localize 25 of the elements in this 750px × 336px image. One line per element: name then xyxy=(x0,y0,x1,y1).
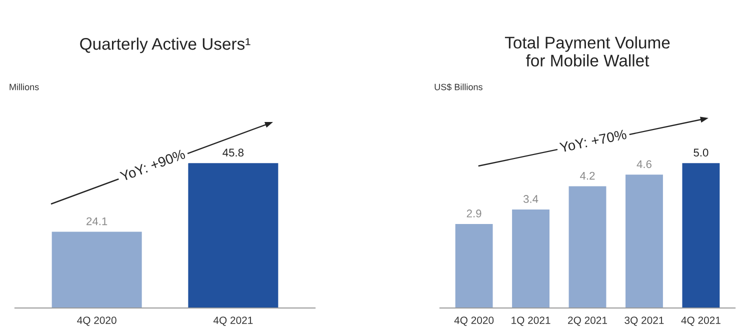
data-label: 4.2 xyxy=(580,172,595,180)
data-label: 5.0 xyxy=(694,148,708,157)
data-label: 45.8 xyxy=(222,148,244,157)
data-label: 24.1 xyxy=(86,217,108,226)
text: YoY: +70% xyxy=(559,129,627,153)
x-tick-label: 2Q 2021 xyxy=(568,316,607,326)
chart-title: Total Payment Volume for Mobile Wallet xyxy=(504,36,670,66)
data-label: 3.4 xyxy=(523,195,538,203)
x-tick-label: 4Q 2020 xyxy=(77,316,116,326)
x-tick-label: 4Q 2021 xyxy=(213,316,253,326)
data-label: 2.9 xyxy=(466,210,482,218)
data-label: 4.6 xyxy=(636,160,652,168)
bar xyxy=(455,224,493,308)
bar xyxy=(512,209,550,308)
annotation: YoY: +90% xyxy=(119,148,186,182)
y-axis-title: US$ Billions xyxy=(434,83,482,91)
x-tick-label: 4Q 2020 xyxy=(454,316,494,326)
bar xyxy=(682,163,720,308)
chart-title: Quarterly Active Users¹ xyxy=(80,38,250,54)
x-tick-label: 4Q 2021 xyxy=(681,316,720,326)
y-axis-title: Millions xyxy=(10,84,39,90)
x-tick-label: 3Q 2021 xyxy=(624,316,664,326)
bar xyxy=(626,174,663,308)
x-tick-label: 1Q 2021 xyxy=(512,316,550,326)
bar xyxy=(568,186,606,308)
